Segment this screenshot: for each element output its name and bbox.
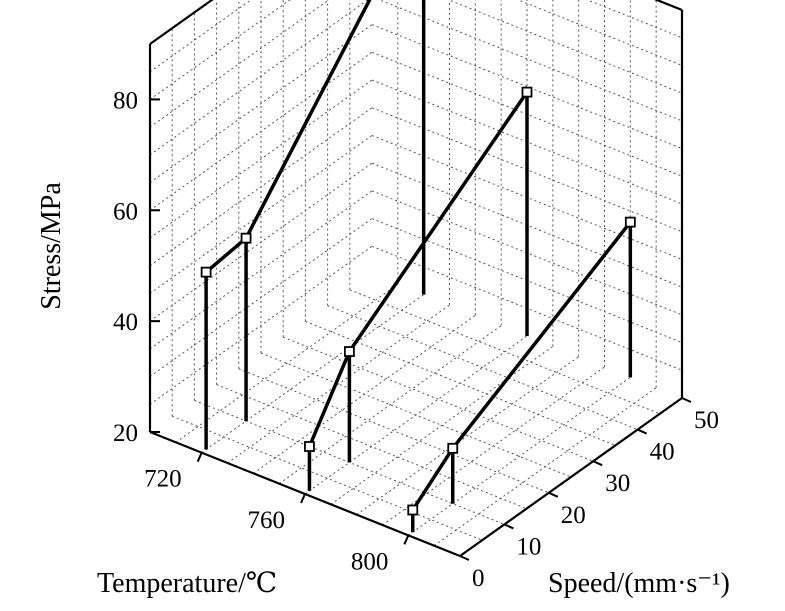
y-tick-mark bbox=[592, 460, 603, 467]
grid-line bbox=[517, 0, 683, 66]
x-tick-mark bbox=[196, 452, 203, 463]
grid-line bbox=[216, 384, 527, 510]
y-tick-mark bbox=[503, 523, 514, 530]
data-point bbox=[624, 216, 636, 228]
series-line bbox=[204, 0, 372, 274]
y-tick-label: 30 bbox=[605, 470, 630, 497]
grid-line bbox=[356, 356, 579, 516]
grid-line bbox=[149, 162, 373, 322]
grid-line bbox=[149, 245, 373, 405]
grid-line bbox=[330, 345, 554, 505]
grid-line bbox=[149, 0, 369, 156]
x-tick-label: 720 bbox=[144, 466, 182, 493]
grid-line bbox=[149, 218, 373, 377]
grid-line bbox=[149, 107, 373, 267]
frame-edge bbox=[149, 0, 214, 45]
y-tick-label: 20 bbox=[561, 502, 586, 529]
grid-line bbox=[227, 304, 450, 464]
y-tick-mark bbox=[459, 555, 470, 561]
grid-line bbox=[447, 0, 683, 94]
z-axis-title: Stress/MPa bbox=[36, 182, 67, 310]
y-tick-label: 40 bbox=[650, 439, 675, 466]
grid-layer bbox=[149, 0, 683, 547]
frame-layer bbox=[148, 0, 692, 561]
grid-line bbox=[327, 305, 638, 431]
z-tick-label: 20 bbox=[113, 420, 138, 447]
data-point bbox=[407, 504, 419, 516]
grid-line bbox=[283, 336, 594, 462]
data-layer bbox=[200, 0, 636, 533]
data-point bbox=[447, 442, 459, 454]
y-tick-mark bbox=[637, 428, 648, 435]
grid-line bbox=[149, 135, 373, 294]
text-layer: Stress/MPa Temperature/℃ Speed/(mm·s⁻¹) … bbox=[36, 87, 730, 599]
y-tick-label: 50 bbox=[694, 407, 719, 434]
grid-line bbox=[305, 320, 616, 446]
y-tick-label: 10 bbox=[516, 533, 541, 560]
data-point bbox=[200, 266, 212, 278]
x-tick-label: 760 bbox=[248, 507, 286, 534]
grid-line bbox=[349, 289, 660, 415]
frame-edge bbox=[459, 397, 683, 557]
y-tick-mark bbox=[548, 491, 559, 498]
z-tick-label: 40 bbox=[113, 309, 138, 336]
data-point bbox=[343, 346, 355, 357]
x-tick-mark bbox=[300, 493, 306, 504]
y-tick-mark bbox=[681, 397, 692, 403]
grid-line bbox=[149, 190, 373, 350]
z-tick-label: 80 bbox=[113, 87, 138, 114]
grid-line bbox=[172, 415, 483, 541]
grid-line bbox=[238, 368, 549, 494]
data-point bbox=[240, 232, 252, 244]
grid-line bbox=[149, 0, 330, 128]
grid-line bbox=[149, 0, 252, 73]
x-axis-title: Temperature/℃ bbox=[97, 568, 277, 599]
x-tick-label: 800 bbox=[351, 548, 389, 575]
z-tick-label: 60 bbox=[113, 198, 138, 225]
grid-line bbox=[149, 0, 291, 100]
series-line bbox=[411, 221, 632, 511]
y-axis-title: Speed/(mm·s⁻¹) bbox=[548, 568, 730, 599]
grid-line bbox=[408, 376, 631, 536]
x-tick-mark bbox=[403, 534, 410, 545]
y-tick-label: 0 bbox=[472, 565, 485, 592]
grid-line bbox=[149, 51, 373, 211]
grid-line bbox=[175, 283, 399, 443]
data-point bbox=[304, 441, 315, 452]
grid-line bbox=[260, 352, 572, 478]
grid-line bbox=[278, 325, 502, 485]
data-point bbox=[521, 86, 533, 98]
grid-line bbox=[149, 24, 373, 183]
grid-line bbox=[149, 79, 373, 239]
